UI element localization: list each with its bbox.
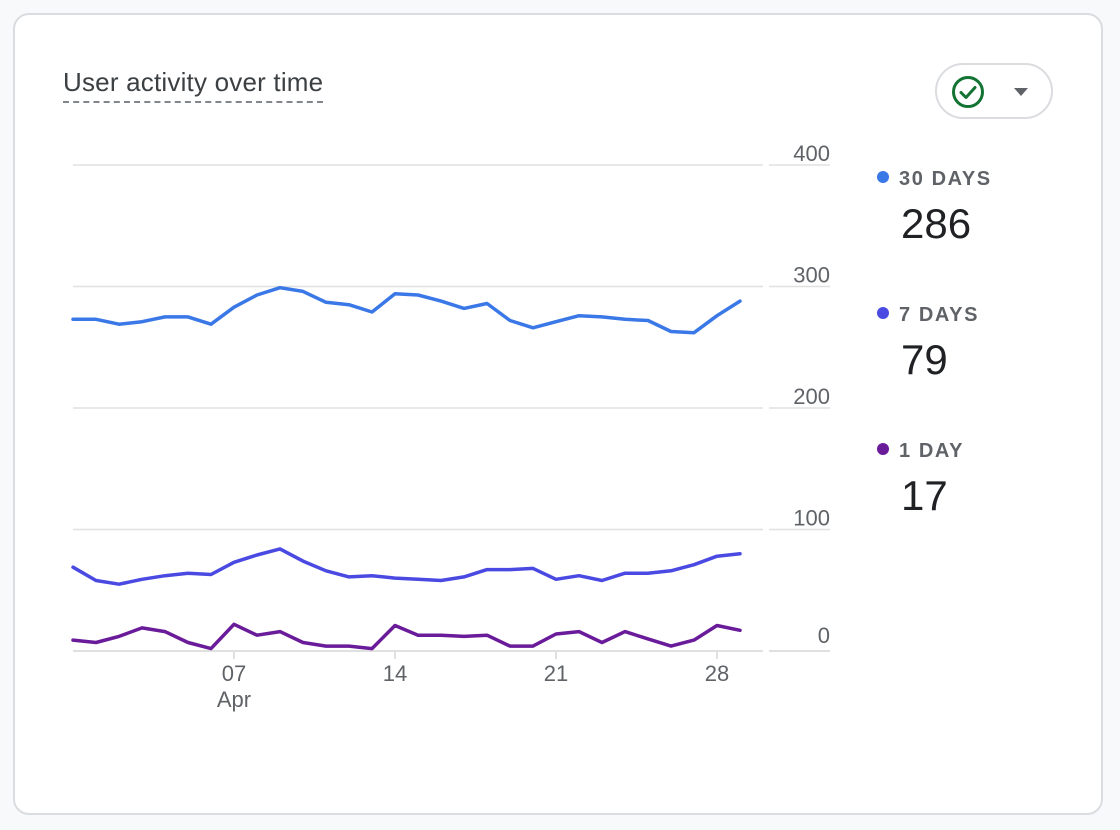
legend-dot-icon [877,307,889,319]
series-line-7-days[interactable] [71,547,742,586]
y-tick-label: 0 [818,623,830,648]
grid-lines [73,164,830,652]
legend-value: 286 [901,200,972,247]
caret-down-icon [1014,88,1028,96]
y-axis-ticks: 400 300 200 100 0 [793,141,830,648]
x-tick-label: 28 [705,661,729,686]
series-line-1-day[interactable] [71,622,742,651]
series-line-30-days[interactable] [71,285,742,335]
y-tick-label: 300 [793,263,830,288]
card-title[interactable]: User activity over time [63,67,324,103]
legend-value: 79 [901,336,948,383]
x-tick-label: 21 [544,661,568,686]
y-tick-label: 200 [793,384,830,409]
legend-value: 17 [901,472,948,519]
y-tick-label: 400 [793,141,830,166]
x-tick-sublabel: Apr [217,687,251,712]
legend-label: 30 DAYS [899,168,992,190]
y-tick-label: 100 [793,506,830,531]
check-circle-icon [952,76,984,108]
legend-label: 1 DAY [899,440,965,462]
legend-label: 7 DAYS [899,304,980,326]
user-activity-card: User activity over time 400 300 200 100 0 07… [13,13,1103,815]
x-tick-label: 14 [383,661,407,686]
legend-dot-icon [877,171,889,183]
series-lines [71,285,742,651]
x-tick-label: 07 [222,661,246,686]
legend-dot-icon [877,443,889,455]
status-dropdown-button[interactable] [935,63,1053,119]
